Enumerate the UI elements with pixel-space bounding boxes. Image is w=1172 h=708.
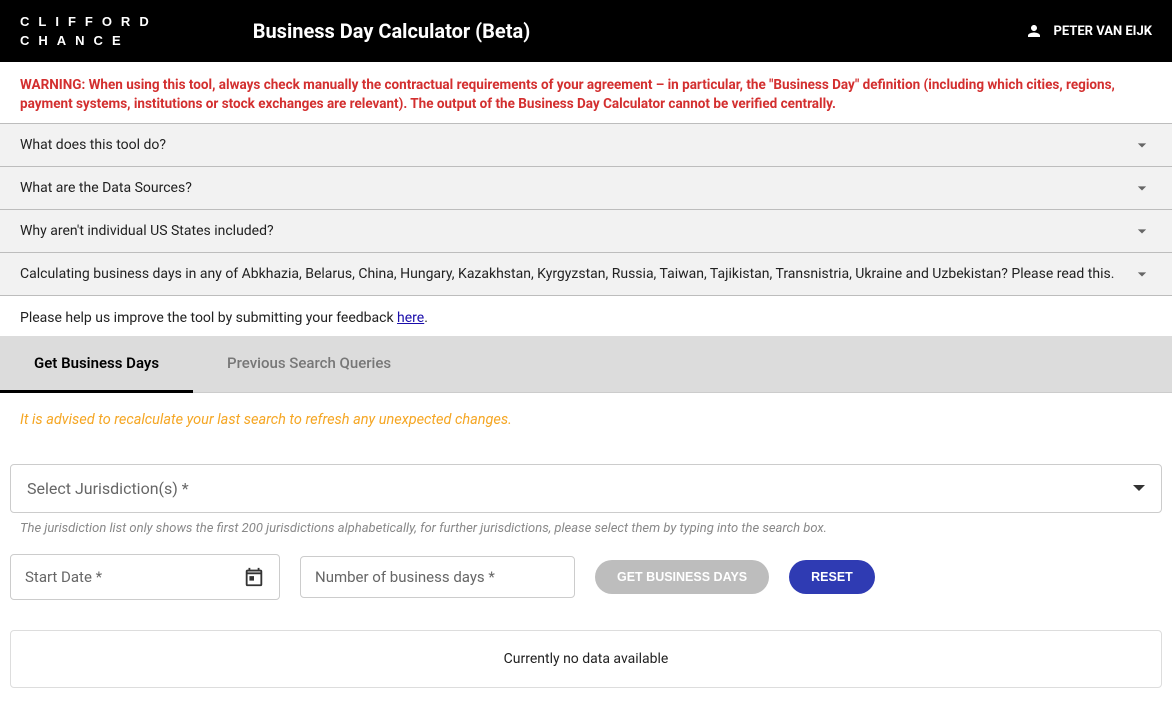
no-data-message: Currently no data available (10, 630, 1162, 688)
page-title: Business Day Calculator (Beta) (253, 19, 531, 43)
jurisdiction-helper: The jurisdiction list only shows the fir… (10, 519, 1162, 554)
accordion-us-states[interactable]: Why aren't individual US States included… (0, 209, 1172, 253)
company-logo: CLIFFORD CHANCE (20, 12, 158, 51)
tab-previous-queries[interactable]: Previous Search Queries (193, 336, 425, 392)
accordion-data-sources[interactable]: What are the Data Sources? (0, 166, 1172, 210)
accordion-label: Calculating business days in any of Abkh… (20, 266, 1114, 282)
start-date-input[interactable]: Start Date * (10, 554, 280, 600)
user-menu[interactable]: PETER VAN EIJK (1025, 22, 1152, 40)
user-name: PETER VAN EIJK (1053, 24, 1152, 39)
accordion-label: What are the Data Sources? (20, 180, 192, 196)
dropdown-arrow-icon (1133, 485, 1145, 491)
form-area: Select Jurisdiction(s) * The jurisdictio… (0, 436, 1172, 708)
jurisdiction-placeholder: Select Jurisdiction(s) * (27, 479, 189, 498)
accordion-label: What does this tool do? (20, 137, 166, 153)
business-days-placeholder: Number of business days * (315, 568, 495, 586)
chevron-down-icon (1132, 221, 1152, 241)
reset-button[interactable]: RESET (789, 560, 875, 594)
accordion-what-does-tool-do[interactable]: What does this tool do? (0, 123, 1172, 167)
inputs-row: Start Date * Number of business days * G… (10, 554, 1162, 600)
feedback-prefix: Please help us improve the tool by submi… (20, 310, 397, 326)
accordion-special-countries[interactable]: Calculating business days in any of Abkh… (0, 252, 1172, 296)
recalculate-advice: It is advised to recalculate your last s… (0, 393, 1172, 436)
tab-get-business-days[interactable]: Get Business Days (0, 336, 193, 393)
feedback-link[interactable]: here (397, 310, 424, 326)
feedback-text: Please help us improve the tool by submi… (0, 296, 1172, 336)
tab-bar: Get Business Days Previous Search Querie… (0, 336, 1172, 393)
accordion-label: Why aren't individual US States included… (20, 223, 274, 239)
logo-line2: CHANCE (20, 31, 158, 51)
chevron-down-icon (1132, 264, 1152, 284)
chevron-down-icon (1132, 135, 1152, 155)
calendar-icon (243, 566, 265, 588)
warning-banner: WARNING: When using this tool, always ch… (0, 62, 1172, 124)
app-header: CLIFFORD CHANCE Business Day Calculator … (0, 0, 1172, 62)
user-icon (1025, 22, 1043, 40)
chevron-down-icon (1132, 178, 1152, 198)
get-business-days-button[interactable]: GET BUSINESS DAYS (595, 560, 769, 594)
jurisdiction-select[interactable]: Select Jurisdiction(s) * (10, 464, 1162, 513)
start-date-placeholder: Start Date * (25, 568, 102, 586)
logo-line1: CLIFFORD (20, 12, 158, 32)
business-days-input[interactable]: Number of business days * (300, 556, 575, 598)
